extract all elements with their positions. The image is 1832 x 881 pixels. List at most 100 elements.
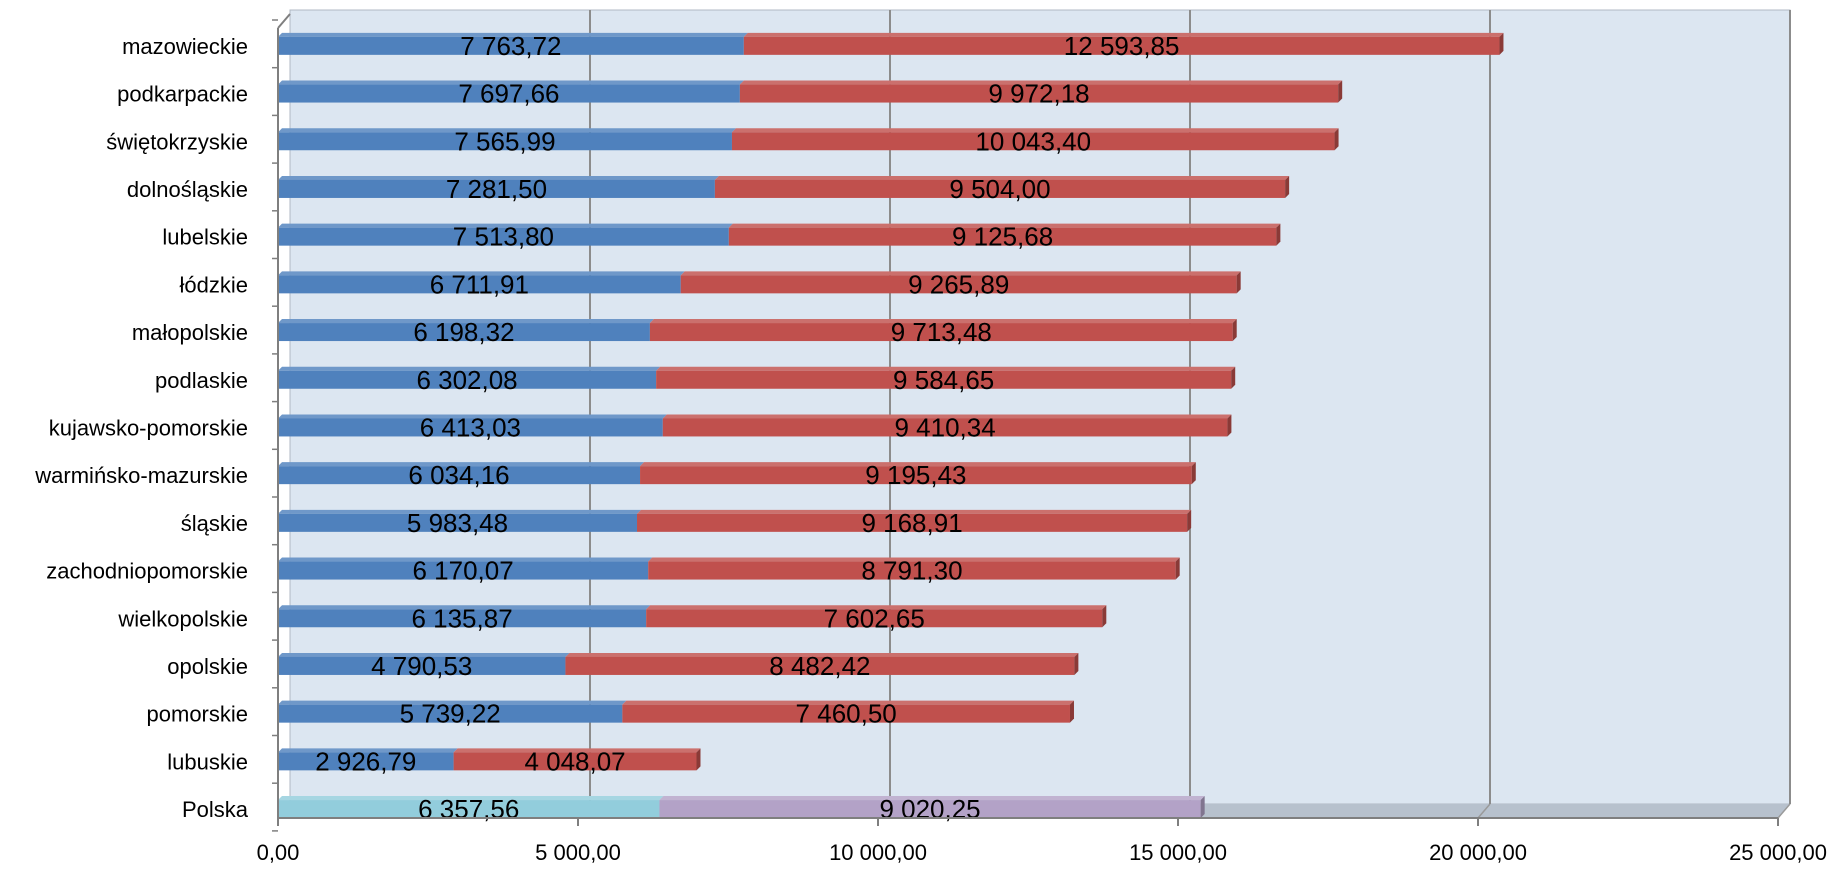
data-label: 9 265,89 bbox=[908, 269, 1009, 299]
bar-segment bbox=[649, 323, 1233, 342]
bar-top-face bbox=[739, 80, 1343, 85]
bar-segment bbox=[278, 609, 647, 628]
bar-top-face bbox=[278, 32, 748, 37]
data-label: 6 170,07 bbox=[412, 556, 513, 586]
bar-segment bbox=[278, 275, 681, 294]
data-label: 7 697,66 bbox=[458, 79, 559, 109]
data-label: 9 584,65 bbox=[893, 365, 994, 395]
bar-side-face bbox=[1074, 652, 1079, 675]
bar-segment bbox=[278, 132, 732, 151]
bar-top-face bbox=[731, 128, 1339, 133]
y-axis-depth-line bbox=[277, 13, 291, 29]
category-label: kujawsko-pomorskie bbox=[49, 415, 248, 440]
data-label: 6 198,32 bbox=[413, 317, 514, 347]
bar-side-face bbox=[1334, 128, 1339, 151]
bar-segment bbox=[278, 179, 715, 198]
bar-top-face bbox=[649, 319, 1237, 324]
bar-side-face bbox=[1200, 796, 1205, 819]
x-tick-label: 10 000,00 bbox=[829, 840, 927, 865]
bar-top-face bbox=[278, 271, 685, 276]
data-label: 2 926,79 bbox=[315, 746, 416, 776]
data-label: 6 413,03 bbox=[420, 412, 521, 442]
bar-segment bbox=[680, 275, 1237, 294]
data-label: 10 043,40 bbox=[975, 126, 1091, 156]
bar-top-face bbox=[278, 223, 733, 228]
bar-top-face bbox=[662, 414, 1232, 419]
category-label: podlaskie bbox=[155, 368, 248, 393]
category-label: lubuskie bbox=[167, 749, 248, 774]
data-label: 5 739,22 bbox=[400, 699, 501, 729]
bar-top-face bbox=[278, 414, 667, 419]
bar-segment bbox=[728, 227, 1277, 246]
category-label: świętokrzyskie bbox=[106, 129, 248, 154]
bar-side-face bbox=[1285, 175, 1290, 198]
bar-segment bbox=[278, 323, 650, 342]
bar-top-face bbox=[278, 175, 719, 180]
category-label: wielkopolskie bbox=[117, 606, 248, 631]
data-label: 6 357,56 bbox=[418, 794, 519, 824]
bar-side-face bbox=[1231, 366, 1236, 389]
bar-side-face bbox=[1232, 319, 1237, 342]
bar-top-face bbox=[680, 271, 1241, 276]
category-label: małopolskie bbox=[132, 320, 248, 345]
bar-segment bbox=[743, 36, 1500, 55]
data-label: 9 713,48 bbox=[891, 317, 992, 347]
data-label: 6 302,08 bbox=[416, 365, 517, 395]
bar-side-face bbox=[1191, 462, 1196, 485]
bar-segment bbox=[646, 609, 1103, 628]
data-label: 9 125,68 bbox=[952, 222, 1053, 252]
bar-segment bbox=[656, 370, 1232, 389]
bar-segment bbox=[714, 179, 1286, 198]
bar-side-face bbox=[1276, 223, 1281, 246]
bar-top-face bbox=[278, 319, 654, 324]
bar-top-face bbox=[278, 605, 651, 610]
bar-segment bbox=[739, 84, 1339, 103]
data-label: 9 168,91 bbox=[861, 508, 962, 538]
bar-segment bbox=[659, 800, 1201, 819]
data-label: 8 482,42 bbox=[769, 651, 870, 681]
data-label: 4 790,53 bbox=[371, 651, 472, 681]
bar-top-face bbox=[278, 748, 458, 753]
bar-segment bbox=[278, 800, 660, 819]
bar-top-face bbox=[278, 462, 645, 467]
bar-top-face bbox=[714, 175, 1290, 180]
x-tick-label: 25 000,00 bbox=[1729, 840, 1827, 865]
bar-segment bbox=[622, 704, 1070, 723]
data-label: 9 410,34 bbox=[894, 412, 995, 442]
data-label: 8 791,30 bbox=[861, 556, 962, 586]
x-tick-label: 15 000,00 bbox=[1129, 840, 1227, 865]
bar-segment bbox=[278, 466, 641, 485]
bar-segment bbox=[731, 132, 1335, 151]
data-label: 9 972,18 bbox=[988, 79, 1089, 109]
bar-segment bbox=[278, 418, 663, 437]
data-label: 7 565,99 bbox=[454, 126, 555, 156]
bar-segment bbox=[278, 704, 623, 723]
bar-segment bbox=[278, 656, 566, 675]
category-label: pomorskie bbox=[147, 702, 248, 727]
data-label: 9 195,43 bbox=[865, 460, 966, 490]
category-label: warmińsko-mazurskie bbox=[34, 463, 248, 488]
bar-side-face bbox=[1102, 605, 1107, 628]
bar-top-face bbox=[278, 366, 661, 371]
bar-top-face bbox=[659, 796, 1205, 801]
bar-top-face bbox=[743, 32, 1504, 37]
bar-top-face bbox=[453, 748, 701, 753]
gridline-depth bbox=[1777, 803, 1791, 819]
category-label: zachodniopomorskie bbox=[46, 559, 248, 584]
x-tick-label: 5 000,00 bbox=[535, 840, 621, 865]
x-tick-label: 20 000,00 bbox=[1429, 840, 1527, 865]
bar-top-face bbox=[622, 700, 1074, 705]
bar-top-face bbox=[646, 605, 1107, 610]
gridline-depth bbox=[1477, 803, 1491, 819]
bar-segment bbox=[453, 752, 697, 771]
category-label: lubelskie bbox=[162, 225, 248, 250]
category-label: łódzkie bbox=[180, 272, 248, 297]
bar-top-face bbox=[278, 700, 627, 705]
category-label: podkarpackie bbox=[117, 82, 248, 107]
data-label: 9 504,00 bbox=[949, 174, 1050, 204]
bar-segment bbox=[662, 418, 1228, 437]
bar-segment bbox=[637, 513, 1188, 532]
data-label: 7 513,80 bbox=[453, 222, 554, 252]
x-tick-label: 0,00 bbox=[257, 840, 300, 865]
bar-segment bbox=[278, 84, 740, 103]
